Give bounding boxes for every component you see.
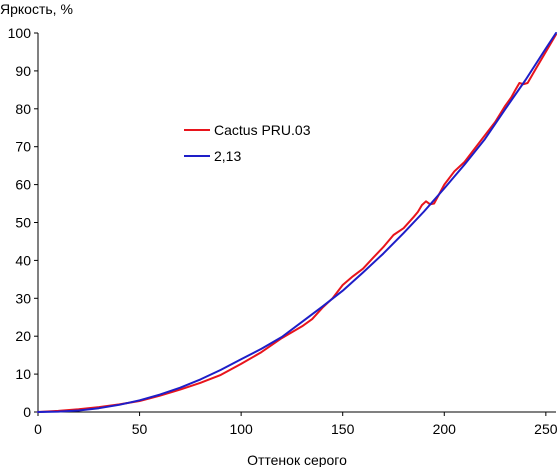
x-tick-label: 200 (433, 421, 457, 437)
y-tick-label: 30 (15, 290, 31, 306)
x-tick-label: 100 (229, 421, 253, 437)
series-line-gamma-reference (37, 32, 557, 413)
y-tick-label: 80 (15, 101, 31, 117)
x-tick-label: 0 (34, 421, 42, 437)
x-axis-label: Оттенок серого (247, 452, 347, 467)
y-tick-label: 40 (15, 252, 31, 268)
y-tick-label: 100 (8, 25, 32, 41)
legend-label: 2,13 (214, 148, 241, 164)
chart-legend: Cactus PRU.03 2,13 (184, 122, 311, 164)
x-tick-label: 250 (534, 421, 558, 437)
y-tick-label: 10 (15, 366, 31, 382)
chart-series (37, 32, 557, 413)
y-tick-label: 0 (23, 404, 31, 420)
chart-axes (34, 32, 556, 416)
chart-tick-labels: 0 10 20 30 40 50 60 70 80 90 100 0 50 100 150 200 250 (8, 25, 558, 437)
y-tick-label: 90 (15, 63, 31, 79)
x-tick-label: 50 (132, 421, 148, 437)
y-tick-label: 50 (15, 215, 31, 231)
series-line-measured (37, 33, 557, 413)
y-tick-label: 20 (15, 328, 31, 344)
legend-label: Cactus PRU.03 (214, 122, 311, 138)
y-tick-label: 60 (15, 177, 31, 193)
y-tick-label: 70 (15, 139, 31, 155)
x-tick-label: 150 (331, 421, 355, 437)
y-axis-label: Яркость, % (0, 1, 73, 17)
